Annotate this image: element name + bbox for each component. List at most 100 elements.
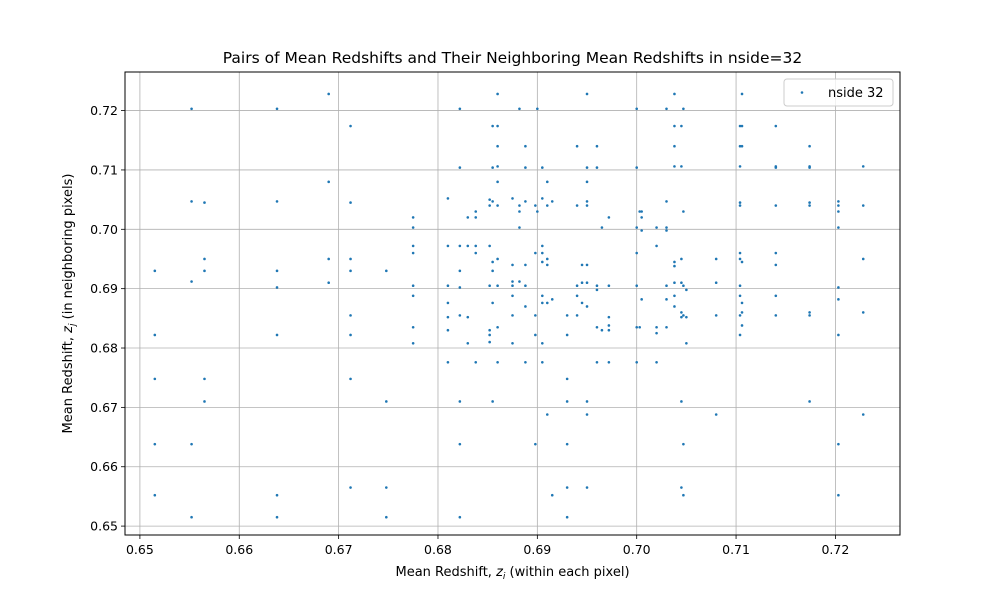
data-point (861, 257, 865, 261)
data-point (203, 201, 206, 204)
data-point (491, 260, 494, 264)
y-axis-ticks: 0.65 0.66 0.67 0.68 0.69 0.70 0.71 0.72 (90, 103, 125, 534)
data-point (580, 281, 584, 285)
data-point (496, 124, 499, 128)
data-point (275, 493, 279, 497)
data-point (349, 257, 352, 261)
data-point (665, 107, 668, 111)
legend-box (783, 78, 894, 107)
data-point (491, 269, 494, 273)
data-point (565, 377, 569, 381)
data-point (673, 264, 676, 268)
data-point (524, 166, 527, 169)
data-point (496, 360, 499, 364)
data-point (585, 413, 589, 416)
data-point (740, 301, 744, 305)
data-point (446, 284, 450, 287)
data-point (550, 200, 554, 203)
data-point (474, 360, 478, 364)
data-point (511, 280, 514, 283)
data-point (635, 284, 638, 287)
data-point (585, 204, 589, 207)
data-point (774, 251, 778, 255)
data-point (203, 257, 206, 261)
data-point (638, 210, 641, 213)
chart-title: Pairs of Mean Redshifts and Their Neighb… (223, 49, 802, 67)
data-point (458, 442, 462, 446)
data-point (740, 124, 744, 128)
data-point (673, 165, 676, 168)
y-tick-label: 0.66 (90, 459, 118, 474)
data-point (740, 144, 744, 148)
data-point (680, 486, 683, 489)
data-point (190, 200, 193, 203)
data-point (190, 280, 193, 283)
data-point (491, 124, 494, 128)
data-point (541, 294, 544, 298)
x-axis-label: Mean Redshift, zi (within each pixel) (395, 565, 629, 582)
data-point (541, 166, 544, 169)
data-point (580, 301, 584, 305)
data-point (488, 204, 491, 207)
y-axis-label-prefix: Mean Redshift, (61, 333, 76, 434)
data-point (411, 216, 415, 219)
data-point (655, 325, 658, 329)
data-point (635, 166, 638, 169)
data-point (837, 210, 840, 213)
data-point (411, 226, 415, 229)
data-point (640, 216, 643, 219)
data-point (511, 263, 514, 267)
data-point (861, 311, 865, 314)
data-point (635, 251, 638, 255)
x-axis-label-suffix: (within each pixel) (505, 565, 629, 580)
data-point (585, 92, 589, 96)
data-point (545, 413, 549, 416)
data-point (595, 144, 599, 148)
y-axis-label-subscript: j (68, 323, 78, 328)
data-point (595, 325, 599, 329)
data-point (808, 204, 811, 207)
data-point (740, 260, 744, 264)
data-point (488, 340, 491, 344)
x-tick-label: 0.70 (623, 542, 651, 557)
data-point (680, 315, 683, 319)
data-point (545, 263, 549, 267)
data-point (349, 124, 352, 128)
data-point (541, 260, 544, 264)
data-point (275, 286, 279, 289)
data-point (685, 288, 688, 292)
x-tick-label: 0.66 (225, 542, 253, 557)
data-point (474, 216, 478, 219)
data-point (496, 92, 499, 96)
data-point (808, 400, 811, 403)
data-point (837, 493, 840, 497)
data-point (640, 210, 643, 213)
data-point (524, 263, 527, 267)
data-point (541, 341, 544, 345)
data-point (349, 377, 352, 381)
data-point (595, 360, 599, 364)
data-point (595, 288, 599, 292)
data-point (496, 325, 499, 329)
data-point (474, 251, 478, 255)
y-axis-label-variable: z (61, 325, 76, 334)
data-point (585, 166, 589, 169)
data-point (541, 244, 544, 248)
data-point (837, 226, 840, 229)
data-point (458, 244, 462, 248)
data-point (655, 360, 658, 364)
data-point (861, 165, 865, 168)
data-point (496, 180, 499, 184)
data-point (511, 314, 514, 317)
data-point (575, 144, 579, 148)
data-point (665, 226, 668, 229)
data-point (446, 244, 450, 248)
data-point (491, 301, 494, 305)
data-point (545, 204, 549, 207)
data-point (740, 92, 744, 96)
data-point (680, 400, 683, 403)
data-point (466, 244, 470, 248)
data-point (385, 515, 388, 519)
data-point (714, 413, 718, 416)
